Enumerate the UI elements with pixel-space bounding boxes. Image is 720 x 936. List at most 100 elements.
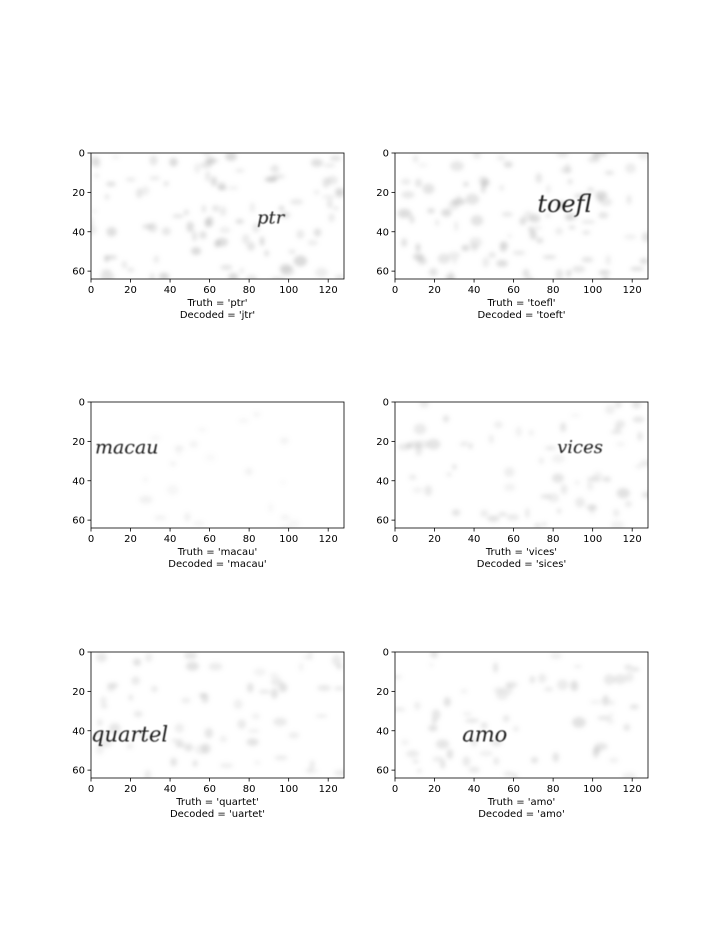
x-tick-label: 120: [623, 285, 642, 296]
y-tick-label: 0: [79, 398, 85, 409]
x-tick-label: 80: [243, 285, 256, 296]
x-tick-label: 60: [507, 784, 520, 795]
x-tick-label: 100: [279, 784, 298, 795]
noise-texture: [95, 652, 344, 778]
decoded-label: Decoded = 'macau': [168, 559, 266, 570]
y-tick-label: 40: [376, 476, 389, 487]
x-tick-label: 40: [164, 784, 177, 795]
x-tick-label: 40: [468, 784, 481, 795]
y-tick-label: 0: [383, 398, 389, 409]
image-area: toefl: [395, 153, 648, 279]
y-tick-label: 40: [376, 227, 389, 238]
image-background: [91, 402, 344, 528]
y-tick-label: 40: [72, 476, 85, 487]
x-tick-label: 0: [392, 285, 398, 296]
y-tick-label: 40: [376, 726, 389, 737]
y-tick-label: 60: [72, 267, 85, 278]
y-tick-label: 0: [383, 648, 389, 659]
x-tick-label: 0: [392, 784, 398, 795]
x-tick-label: 0: [88, 534, 94, 545]
y-tick-label: 0: [79, 149, 85, 160]
axes-frame: [394, 152, 649, 280]
axes-frame: [90, 152, 345, 280]
noise-texture: [395, 652, 640, 778]
handwritten-word: quartel: [91, 722, 168, 746]
noise-texture: [397, 153, 648, 279]
decoded-label: Decoded = 'sices': [477, 559, 566, 570]
y-tick-label: 60: [376, 516, 389, 527]
x-tick-label: 80: [243, 784, 256, 795]
truth-label: Truth = 'ptr': [187, 298, 248, 309]
y-tick-label: 20: [376, 437, 389, 448]
noise-texture: [91, 153, 344, 279]
subplot-4: vices 0 20 40 60 80 100 120 0 20 40 60 Truth = 'vice…: [376, 398, 649, 570]
x-tick-label: 20: [124, 534, 137, 545]
x-tick-label: 20: [124, 285, 137, 296]
y-tick-label: 0: [383, 149, 389, 160]
x-tick-label: 60: [507, 285, 520, 296]
image-area: quartel: [91, 652, 344, 778]
subplot-5: quartel 0 20 40 60 80 100 120 0 20 40 60 Truth = 'qu…: [72, 648, 345, 820]
axes-frame: [90, 401, 345, 529]
y-tick-label: 0: [79, 648, 85, 659]
y-tick-label: 20: [376, 687, 389, 698]
axes-frame: [90, 651, 345, 779]
handwritten-word: vices: [557, 437, 603, 458]
decoded-label: Decoded = 'uartet': [170, 809, 265, 820]
decoded-label: Decoded = 'jtr': [180, 310, 255, 321]
x-tick-label: 80: [243, 534, 256, 545]
noise-texture: [398, 402, 648, 528]
image-background: [91, 652, 344, 778]
image-area: macau: [91, 402, 344, 528]
y-tick-label: 60: [72, 516, 85, 527]
image-area: vices: [395, 402, 648, 528]
x-tick-label: 0: [88, 784, 94, 795]
axes-frame: [394, 401, 649, 529]
x-tick-label: 100: [583, 534, 602, 545]
y-tick-label: 40: [72, 726, 85, 737]
decoded-label: Decoded = 'amo': [478, 809, 565, 820]
handwritten-word: ptr: [257, 208, 286, 229]
x-tick-label: 120: [623, 534, 642, 545]
y-tick-label: 40: [72, 227, 85, 238]
x-tick-label: 20: [428, 285, 441, 296]
decoded-label: Decoded = 'toeft': [477, 310, 565, 321]
x-tick-label: 40: [164, 534, 177, 545]
image-area: ptr: [91, 153, 344, 279]
image-background: [395, 402, 648, 528]
y-tick-label: 60: [376, 267, 389, 278]
x-tick-label: 60: [507, 534, 520, 545]
truth-label: Truth = 'vices': [485, 547, 557, 558]
x-tick-label: 40: [164, 285, 177, 296]
x-tick-label: 100: [583, 784, 602, 795]
x-tick-label: 120: [623, 784, 642, 795]
subplot-6: amo 0 20 40 60 80 100 120 0 20 40 60 Truth = 'amo'De…: [376, 648, 649, 820]
x-tick-label: 120: [319, 784, 338, 795]
subplot-1: ptr 0 20 40 60 80 100 120 0 20 40 60 Truth = 'ptr'De…: [72, 149, 345, 321]
x-tick-label: 40: [468, 285, 481, 296]
handwritten-word: macau: [95, 436, 159, 458]
x-tick-label: 60: [203, 534, 216, 545]
noise-texture: [139, 411, 300, 528]
x-tick-label: 0: [88, 285, 94, 296]
x-tick-label: 20: [124, 784, 137, 795]
truth-label: Truth = 'toefl': [486, 298, 555, 309]
x-tick-label: 100: [583, 285, 602, 296]
truth-label: Truth = 'macau': [177, 547, 257, 558]
x-tick-label: 120: [319, 285, 338, 296]
x-tick-label: 20: [428, 534, 441, 545]
axes-frame: [394, 651, 649, 779]
x-tick-label: 100: [279, 534, 298, 545]
handwritten-word: toefl: [537, 190, 591, 218]
handwritten-word: amo: [462, 722, 507, 746]
x-tick-label: 60: [203, 285, 216, 296]
y-tick-label: 20: [376, 188, 389, 199]
subplot-2: toefl 0 20 40 60 80 100 120 0 20 40 60 Truth = 'toef…: [376, 149, 649, 321]
x-tick-label: 0: [392, 534, 398, 545]
y-tick-label: 60: [376, 766, 389, 777]
x-tick-label: 120: [319, 534, 338, 545]
y-tick-label: 20: [72, 437, 85, 448]
x-tick-label: 100: [279, 285, 298, 296]
x-tick-label: 80: [547, 784, 560, 795]
